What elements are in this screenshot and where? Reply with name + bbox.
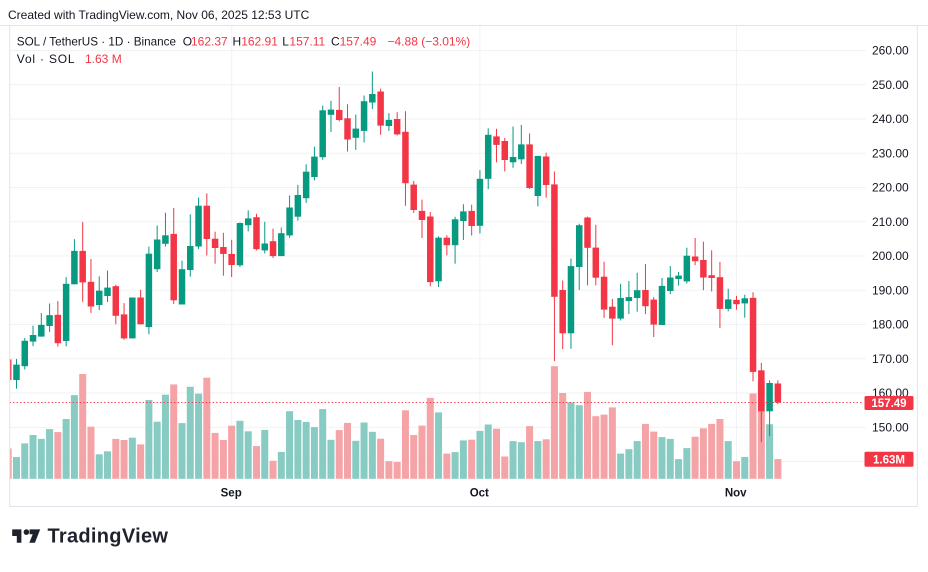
svg-text:SOL / TetherUS · 1D · Binance: SOL / TetherUS · 1D · Binance <box>17 36 176 49</box>
svg-text:C: C <box>331 35 340 49</box>
svg-text:190.00: 190.00 <box>872 283 909 297</box>
svg-text:170.00: 170.00 <box>872 352 909 366</box>
svg-text:180.00: 180.00 <box>872 318 909 332</box>
svg-text:240.00: 240.00 <box>872 112 909 126</box>
svg-text:200.00: 200.00 <box>872 249 909 263</box>
svg-text:Vol · SOL: Vol · SOL <box>17 52 76 66</box>
svg-text:L: L <box>282 35 289 49</box>
svg-text:−4.88 (−3.01%): −4.88 (−3.01%) <box>388 35 471 49</box>
svg-text:162.91: 162.91 <box>241 35 278 49</box>
svg-text:220.00: 220.00 <box>872 181 909 195</box>
svg-text:TradingView: TradingView <box>48 526 169 548</box>
svg-text:157.11: 157.11 <box>289 35 325 49</box>
svg-text:150.00: 150.00 <box>872 420 909 434</box>
svg-text:162.37: 162.37 <box>191 35 228 49</box>
svg-text:250.00: 250.00 <box>872 78 909 92</box>
svg-text:1.63 M: 1.63 M <box>85 52 122 66</box>
svg-text:Oct: Oct <box>470 488 489 500</box>
svg-text:H: H <box>233 35 242 49</box>
svg-text:Sep: Sep <box>221 488 242 500</box>
svg-text:Nov: Nov <box>725 488 747 500</box>
svg-text:Created with TradingView.com,: Created with TradingView.com, Nov 06, 20… <box>8 8 310 22</box>
svg-text:260.00: 260.00 <box>872 44 909 58</box>
svg-text:210.00: 210.00 <box>872 215 909 229</box>
svg-text:1.63M: 1.63M <box>873 454 905 466</box>
svg-text:230.00: 230.00 <box>872 146 909 160</box>
svg-text:157.49: 157.49 <box>340 35 377 49</box>
svg-text:O: O <box>183 35 192 49</box>
svg-text:157.49: 157.49 <box>871 398 906 410</box>
